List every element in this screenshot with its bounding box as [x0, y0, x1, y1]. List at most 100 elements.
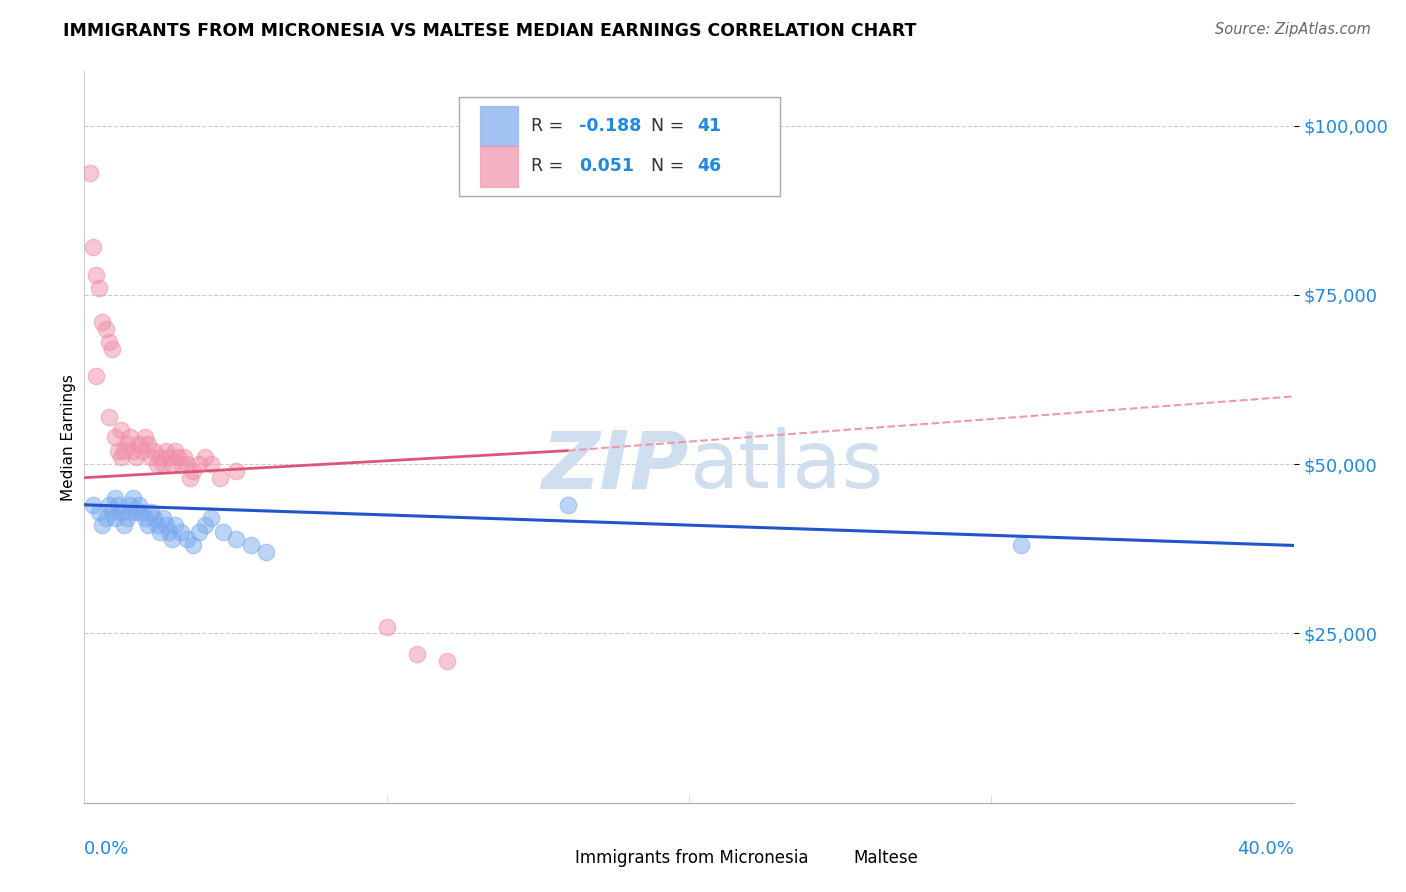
Point	[170, 524, 193, 539]
Point	[155, 443, 177, 458]
Point	[89, 281, 111, 295]
Text: Maltese: Maltese	[853, 848, 918, 867]
Point	[82, 240, 104, 254]
Text: R =: R =	[530, 158, 568, 176]
Point	[173, 450, 195, 465]
Point	[86, 369, 108, 384]
Text: IMMIGRANTS FROM MICRONESIA VS MALTESE MEDIAN EARNINGS CORRELATION CHART: IMMIGRANTS FROM MICRONESIA VS MALTESE ME…	[63, 22, 917, 40]
Point	[1011, 538, 1033, 552]
Point	[82, 498, 104, 512]
Text: R =: R =	[530, 117, 568, 136]
Point	[97, 409, 120, 424]
Point	[86, 268, 108, 282]
Point	[139, 450, 162, 465]
FancyBboxPatch shape	[531, 845, 568, 872]
Point	[115, 437, 138, 451]
Point	[136, 437, 159, 451]
Text: 0.051: 0.051	[579, 158, 634, 176]
Point	[225, 464, 247, 478]
Point	[181, 538, 204, 552]
Point	[121, 491, 143, 505]
Point	[104, 491, 127, 505]
Point	[160, 457, 183, 471]
Point	[128, 498, 150, 512]
Y-axis label: Median Earnings: Median Earnings	[60, 374, 76, 500]
Point	[134, 430, 156, 444]
Point	[110, 450, 132, 465]
Point	[155, 518, 177, 533]
Point	[128, 437, 150, 451]
Point	[94, 322, 117, 336]
Point	[149, 524, 172, 539]
Point	[160, 532, 183, 546]
Point	[188, 457, 211, 471]
Point	[100, 342, 122, 356]
Point	[165, 518, 187, 533]
Point	[89, 505, 111, 519]
Point	[136, 518, 159, 533]
Point	[194, 518, 217, 533]
Text: atlas: atlas	[689, 427, 883, 506]
Point	[97, 498, 120, 512]
Point	[181, 464, 204, 478]
Point	[167, 450, 190, 465]
Point	[79, 166, 101, 180]
Point	[139, 505, 162, 519]
Point	[131, 443, 153, 458]
Point	[200, 511, 222, 525]
Point	[142, 511, 165, 525]
Point	[176, 457, 198, 471]
Point	[179, 471, 201, 485]
Point	[157, 524, 180, 539]
Point	[152, 457, 174, 471]
Point	[104, 430, 127, 444]
Text: 40.0%: 40.0%	[1237, 840, 1294, 858]
Point	[157, 450, 180, 465]
Point	[170, 457, 193, 471]
Point	[112, 443, 135, 458]
Point	[134, 511, 156, 525]
Point	[557, 498, 579, 512]
Point	[152, 511, 174, 525]
Point	[104, 511, 127, 525]
Point	[118, 505, 141, 519]
Text: 41: 41	[697, 117, 721, 136]
Point	[254, 545, 277, 559]
FancyBboxPatch shape	[479, 146, 519, 186]
Point	[110, 423, 132, 437]
Point	[188, 524, 211, 539]
Point	[115, 511, 138, 525]
Point	[131, 505, 153, 519]
Point	[375, 620, 398, 634]
Point	[200, 457, 222, 471]
Point	[142, 443, 165, 458]
Text: ZIP: ZIP	[541, 427, 689, 506]
Text: Source: ZipAtlas.com: Source: ZipAtlas.com	[1215, 22, 1371, 37]
Text: N =: N =	[651, 117, 690, 136]
Point	[118, 430, 141, 444]
Point	[100, 505, 122, 519]
Point	[97, 335, 120, 350]
Point	[194, 450, 217, 465]
Point	[118, 498, 141, 512]
FancyBboxPatch shape	[460, 97, 780, 195]
Text: 46: 46	[697, 158, 721, 176]
Point	[406, 647, 429, 661]
Point	[112, 518, 135, 533]
Point	[225, 532, 247, 546]
Text: N =: N =	[651, 158, 690, 176]
Point	[107, 443, 129, 458]
Point	[436, 654, 458, 668]
Point	[212, 524, 235, 539]
Point	[107, 498, 129, 512]
Point	[121, 443, 143, 458]
Point	[125, 450, 148, 465]
Point	[125, 505, 148, 519]
Text: -0.188: -0.188	[579, 117, 641, 136]
FancyBboxPatch shape	[479, 106, 519, 146]
Point	[239, 538, 262, 552]
Point	[149, 450, 172, 465]
FancyBboxPatch shape	[810, 845, 846, 872]
Point	[110, 505, 132, 519]
Point	[165, 443, 187, 458]
